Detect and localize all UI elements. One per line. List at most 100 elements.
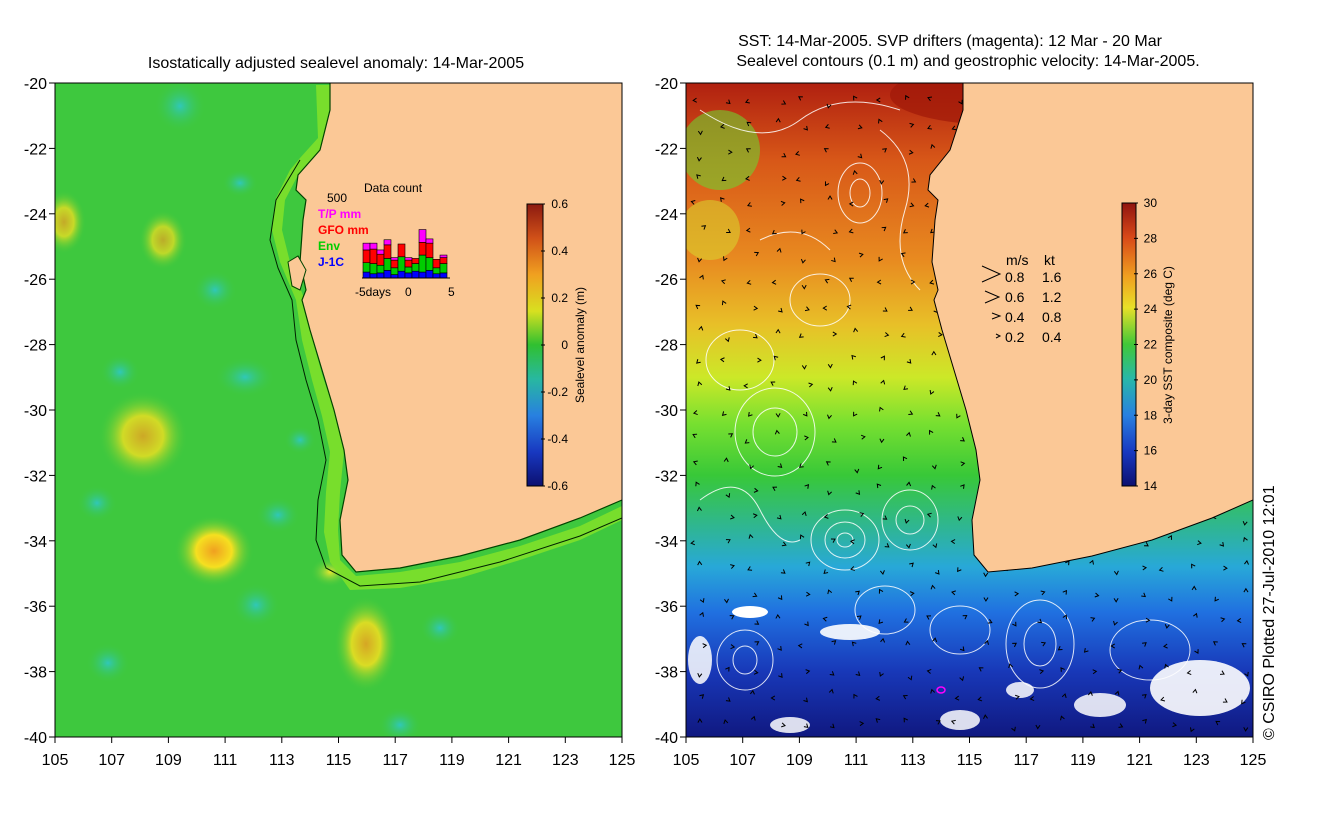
data-count-bar-jc [439, 272, 448, 279]
velocity-arrow [902, 229, 908, 234]
lon-tick-label: 117 [382, 752, 408, 769]
velocity-arrow [1110, 643, 1116, 649]
velocity-arrow [880, 355, 885, 361]
sst-cloud-gap [1006, 682, 1034, 698]
velocity-arrow [730, 644, 736, 650]
velocity-arrow [882, 307, 888, 312]
velocity-arrow [1191, 563, 1196, 569]
velocity-arrow [752, 513, 758, 519]
velocity-arrow [1243, 727, 1249, 732]
velocity-arrow [721, 411, 727, 416]
velocity-arrow [747, 566, 753, 571]
velocity-legend-header-ms: m/s [1006, 252, 1029, 268]
velocity-arrow [910, 279, 916, 285]
velocity-arrow [780, 200, 786, 206]
velocity-arrow [699, 274, 704, 280]
velocity-arrow [1144, 542, 1149, 547]
velocity-legend: m/s kt 0.8 1.6 0.6 1.2 0.4 0.8 0.2 0.4 [981, 252, 1062, 345]
velocity-arrow [875, 718, 881, 723]
velocity-arrow [745, 175, 750, 181]
sla-high-patch [334, 596, 398, 692]
sla-colorbar-label: Sealevel anomaly (m) [573, 287, 587, 403]
lon-tick-label: 119 [439, 752, 465, 769]
data-count-bar-jc [390, 274, 399, 279]
velocity-arrow [770, 695, 776, 701]
velocity-arrow [1160, 696, 1166, 702]
velocity-arrow [848, 277, 854, 282]
velocity-arrow [824, 278, 830, 284]
velocity-legend-arrow [981, 265, 1002, 283]
data-count-bar-jc [418, 271, 427, 279]
lat-tick-label: -40 [24, 730, 47, 747]
lat-tick-label: -28 [24, 338, 47, 355]
velocity-arrow [1212, 641, 1218, 646]
velocity-arrow [801, 511, 807, 517]
velocity-arrow [1118, 723, 1124, 728]
velocity-arrow [1037, 618, 1043, 624]
velocity-arrow [960, 437, 965, 442]
velocity-arrow [775, 328, 781, 334]
data-count-xlabel-right: 5 [448, 285, 455, 299]
velocity-arrow [931, 464, 937, 470]
velocity-legend-kt: 1.6 [1042, 269, 1062, 285]
velocity-arrow [723, 719, 729, 724]
velocity-arrow [853, 693, 858, 699]
velocity-arrow [723, 256, 728, 262]
lon-tick-label: 125 [609, 752, 636, 769]
velocity-legend-kt: 0.8 [1042, 309, 1062, 325]
velocity-arrow [698, 325, 704, 331]
velocity-arrow [748, 412, 753, 417]
velocity-arrow [1236, 618, 1242, 623]
data-count-bar-jc [369, 273, 378, 279]
sla-low-patch [100, 354, 140, 390]
velocity-arrow [725, 99, 731, 105]
velocity-arrow [1214, 596, 1219, 602]
velocity-arrow [960, 461, 966, 467]
velocity-arrow [795, 176, 801, 182]
velocity-arrow [749, 464, 755, 470]
velocity-arrow [696, 174, 701, 179]
data-count-bar-env [411, 263, 420, 272]
sla-high-patch [98, 391, 188, 481]
coastline-right [927, 83, 1253, 573]
sst-colorbar-label: 3-day SST composite (deg C) [1161, 266, 1175, 424]
velocity-arrow [1040, 590, 1046, 596]
data-count-bar-tp [369, 242, 378, 250]
lat-tick-label: -38 [24, 665, 47, 682]
velocity-arrow [697, 718, 703, 723]
velocity-arrow [983, 572, 989, 578]
velocity-arrow [930, 688, 936, 694]
lon-tick-label: 125 [1240, 752, 1267, 769]
velocity-arrow [702, 643, 708, 649]
velocity-arrow [827, 414, 832, 420]
velocity-arrow [797, 643, 803, 649]
sla-low-patch [420, 610, 460, 646]
velocity-arrow [1244, 671, 1249, 677]
velocity-arrow [857, 153, 863, 159]
velocity-arrow [1113, 570, 1119, 576]
velocity-arrow [803, 723, 809, 729]
velocity-arrow [772, 486, 778, 491]
velocity-arrow [1012, 621, 1017, 627]
colorbar-tick-label: -0.2 [547, 385, 568, 399]
velocity-arrow [827, 589, 833, 595]
velocity-arrow [959, 646, 965, 652]
velocity-arrow [777, 595, 783, 601]
velocity-arrow [1113, 598, 1119, 603]
velocity-arrow [1172, 722, 1178, 728]
velocity-arrow [773, 355, 779, 361]
velocity-arrow [929, 429, 934, 435]
legend-gfo: GFO mm [318, 223, 369, 237]
velocity-arrow [859, 721, 865, 727]
velocity-arrow [1191, 585, 1197, 591]
velocity-arrow [983, 714, 988, 719]
velocity-arrow [906, 481, 912, 487]
velocity-arrow [1062, 589, 1068, 595]
lon-tick-label: 115 [957, 752, 983, 769]
data-count-bar-env [425, 257, 434, 271]
velocity-arrow [719, 197, 725, 202]
velocity-arrow [724, 337, 730, 343]
velocity-arrow [803, 125, 808, 131]
velocity-arrow [927, 96, 933, 102]
sla-low-patch [256, 497, 300, 533]
